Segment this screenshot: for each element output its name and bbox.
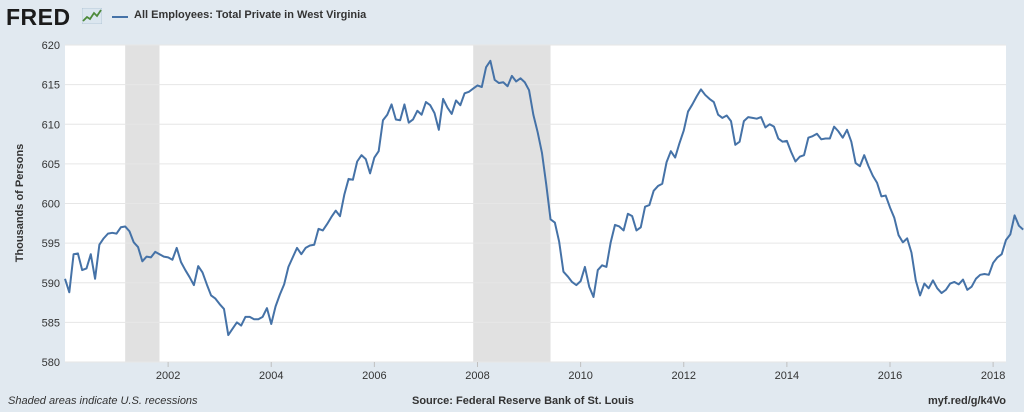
x-tick-label: 2006	[362, 370, 386, 382]
x-tick-label: 2014	[775, 370, 799, 382]
x-tick-label: 2012	[671, 370, 695, 382]
y-tick-label: 620	[42, 40, 60, 52]
y-tick-label: 585	[42, 317, 60, 329]
chart-header: FRED All Employees: Total Private in Wes…	[0, 0, 1024, 36]
y-axis-ticks: 580 585 590 595 600 605 610 615 620	[42, 40, 60, 369]
x-tick-label: 2002	[156, 370, 180, 382]
source-note: Source: Federal Reserve Bank of St. Loui…	[412, 395, 634, 407]
x-tick-label: 2010	[568, 370, 592, 382]
y-tick-label: 605	[42, 159, 60, 171]
fred-logo-chart-icon	[82, 8, 102, 24]
y-axis-label: Thousands of Persons	[14, 144, 26, 263]
y-tick-label: 580	[42, 357, 60, 369]
series-line	[64, 59, 1024, 337]
y-tick-label: 595	[42, 238, 60, 250]
series-title: All Employees: Total Private in West Vir…	[134, 9, 367, 21]
x-tick-label: 2018	[981, 370, 1005, 382]
x-axis-ticks: 2002 2004 2006 2008 2010 2012 2014 2016 2018	[156, 362, 1005, 382]
short-link[interactable]: myf.red/g/k4Vo	[927, 395, 1006, 407]
y-tick-label: 610	[42, 119, 60, 131]
y-tick-label: 600	[42, 199, 60, 211]
recession-note: Shaded areas indicate U.S. recessions	[8, 395, 198, 407]
legend-line-swatch	[112, 16, 128, 18]
x-tick-label: 2016	[878, 370, 902, 382]
x-tick-label: 2004	[259, 370, 283, 382]
x-tick-label: 2008	[465, 370, 489, 382]
y-tick-label: 590	[42, 278, 60, 290]
fred-logo[interactable]: FRED	[6, 4, 71, 30]
y-tick-label: 615	[42, 80, 60, 92]
